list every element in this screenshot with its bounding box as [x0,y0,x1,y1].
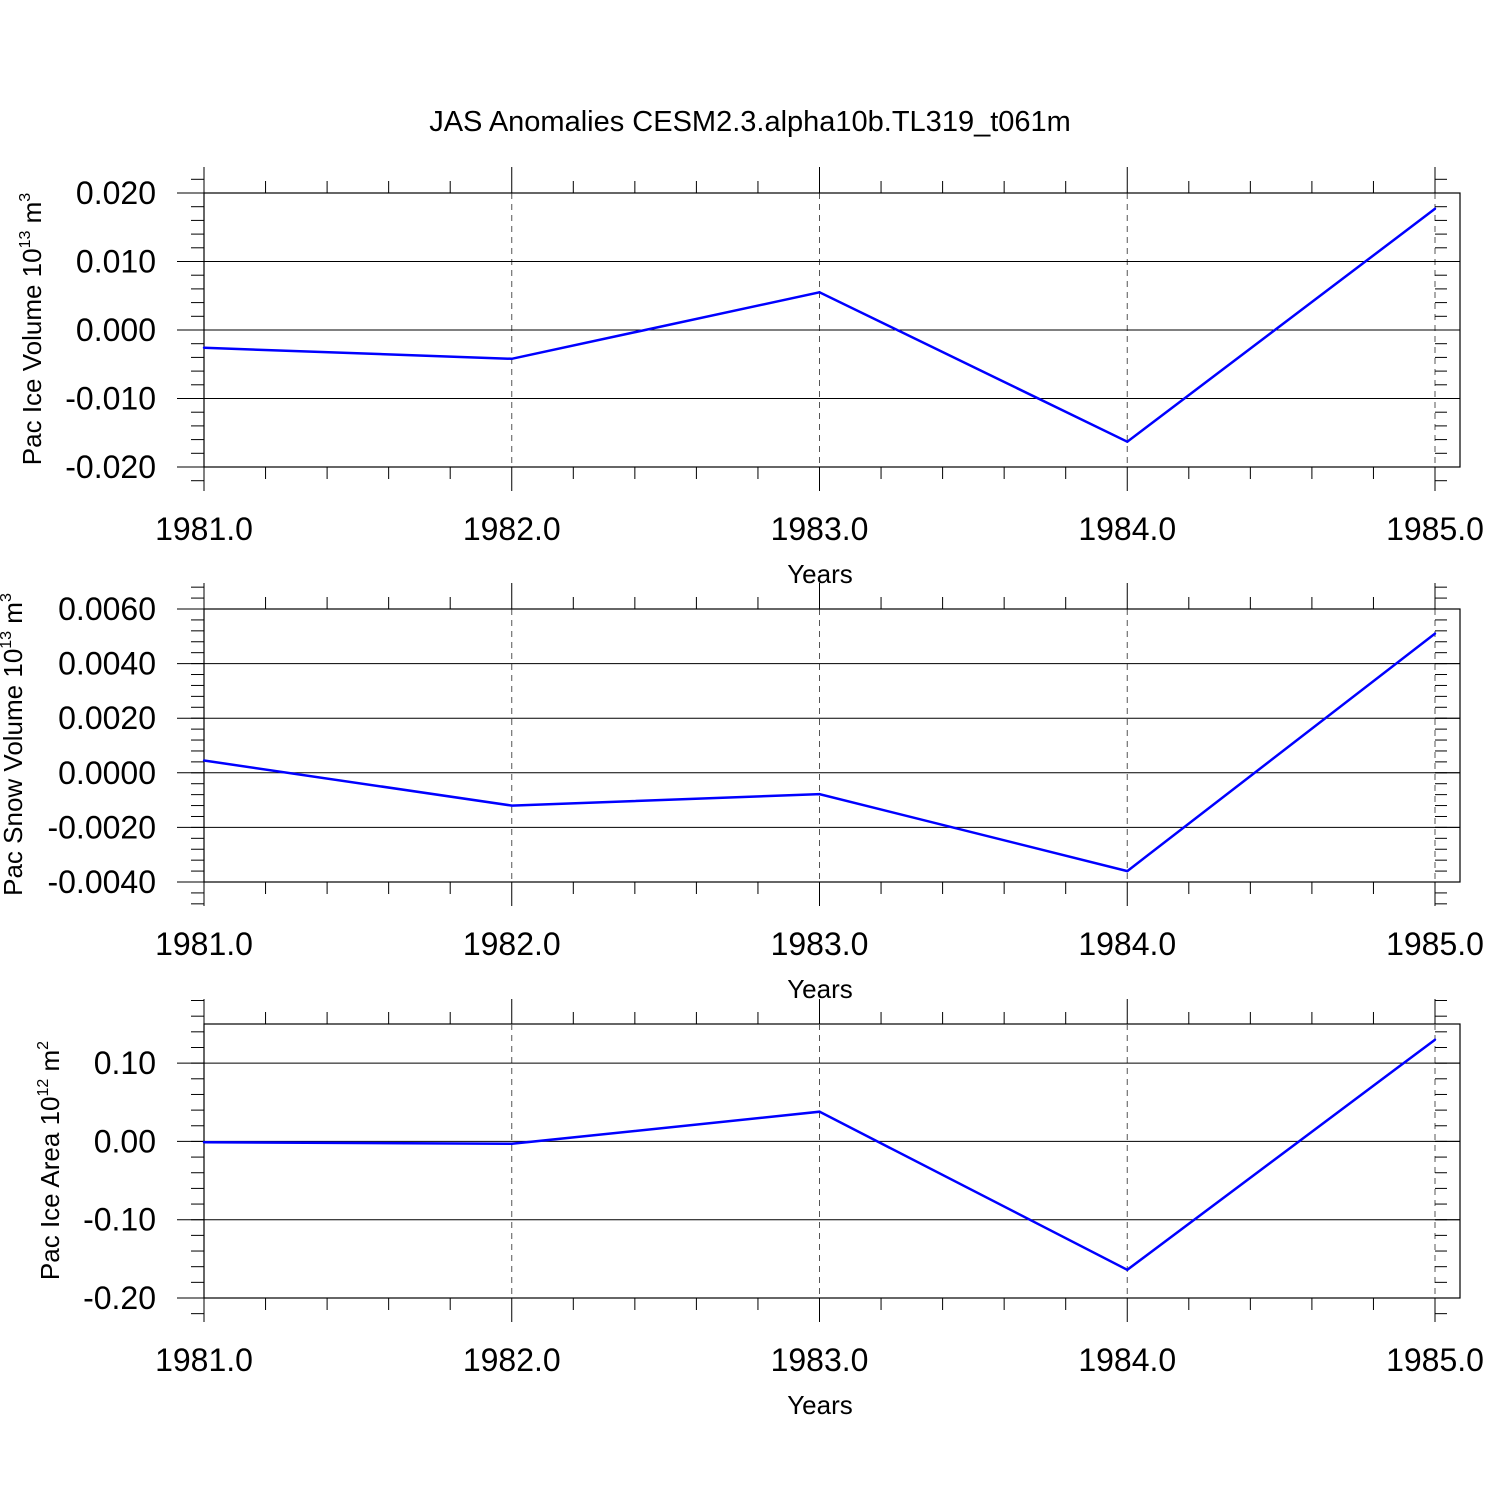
y-tick-label: 0.020 [76,175,156,211]
x-tick-label: 1983.0 [771,926,869,962]
x-tick-label: 1981.0 [155,1342,253,1378]
y-tick-label: 0.00 [94,1123,156,1159]
x-tick-label: 1983.0 [771,511,869,547]
y-label-text: Pac Ice Volume 10 [17,248,47,465]
y-tick-label: -0.20 [83,1280,156,1316]
data-point [510,357,513,360]
x-tick-label: 1981.0 [155,926,253,962]
x-tick-label: 1984.0 [1078,511,1176,547]
y-label-unit-exponent: 2 [35,1041,52,1050]
y-tick-label: 0.010 [76,244,156,280]
y-tick-label: 0.000 [76,312,156,348]
data-point [202,346,206,350]
data-point [1126,1268,1129,1272]
data-point [202,759,206,762]
data-point [510,804,513,807]
x-tick-label: 1982.0 [463,1342,561,1378]
y-tick-label: 0.0000 [58,755,156,791]
panels: 1981.0 1982.0 1983.0 1984.0 1985.0 0.020 0.010… [0,167,1484,1420]
data-point [510,1142,513,1145]
panel-3: 1981.0 1982.0 1983.0 1984.0 1985.0 0.10 0.00 -0… [35,999,1484,1420]
y-tick-label: 0.0060 [58,591,156,627]
x-tick-label: 1984.0 [1078,926,1176,962]
x-tick-label: 1985.0 [1386,1342,1484,1378]
y-label-exponent: 13 [0,631,15,649]
y-label-exponent: 12 [35,1079,52,1097]
y-tick-label: -0.010 [65,381,156,417]
y-label-text: Pac Snow Volume 10 [0,649,28,896]
plot-frame [203,608,1461,883]
y-label-unit: m [0,602,28,631]
y-label-unit: m [35,1050,65,1079]
y-tick-label: -0.020 [65,449,156,485]
data-point [818,291,821,294]
x-tick-label: 1983.0 [771,1342,869,1378]
y-tick-label: 0.10 [94,1045,156,1081]
panel-1: 1981.0 1982.0 1983.0 1984.0 1985.0 0.020 0.010… [17,167,1484,589]
data-point [202,1141,206,1144]
x-tick-label: 1982.0 [463,926,561,962]
y-axis-label: Pac Snow Volume 1013 m3 [0,593,28,896]
x-tick-label: 1985.0 [1386,926,1484,962]
y-tick-label: -0.0020 [47,809,156,845]
x-tick-label: 1984.0 [1078,1342,1176,1378]
data-point [818,1110,821,1113]
x-tick-label: 1981.0 [155,511,253,547]
x-tick-label: 1982.0 [463,511,561,547]
data-point [1126,440,1129,443]
data-point [1433,632,1437,635]
y-label-unit-exponent: 3 [17,193,34,202]
y-axis-label: Pac Ice Area 1012 m2 [35,1041,65,1280]
data-point [818,792,821,796]
x-tick-label: 1985.0 [1386,511,1484,547]
y-tick-label: -0.10 [83,1202,156,1238]
panel-2: 1981.0 1982.0 1983.0 1984.0 1985.0 0.0060 0.00… [0,583,1484,1004]
data-point [1433,1038,1437,1041]
y-label-text: Pac Ice Area 10 [35,1097,65,1281]
y-tick-label: 0.0020 [58,700,156,736]
y-axis-label: Pac Ice Volume 1013 m3 [17,193,47,466]
data-point [1433,207,1437,210]
figure-title: JAS Anomalies CESM2.3.alpha10b.TL319_t06… [429,106,1071,138]
y-label-unit-exponent: 3 [0,593,15,602]
data-point [1126,869,1129,873]
y-label-exponent: 13 [17,230,34,248]
y-tick-label: 0.0040 [58,646,156,682]
y-tick-label: -0.0040 [47,864,156,900]
x-axis-label: Years [787,1390,853,1420]
y-label-unit: m [17,202,47,231]
